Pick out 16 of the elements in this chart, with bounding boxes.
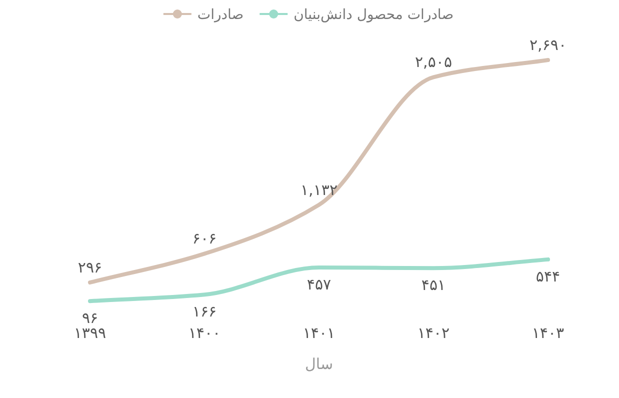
data-label: ۲,۵۰۵ [415,53,452,72]
legend-label: صادرات [197,7,244,23]
data-label: ۶۰۶ [192,230,217,248]
data-label: ۱,۱۳۲ [300,180,338,199]
legend-label: صادرات محصول دانش‌بنیان [294,7,454,23]
data-label: ۱۶۶ [192,302,217,321]
x-tick-label: ۱۴۰۲ [417,324,450,342]
data-label: ۴۵۷ [306,276,332,294]
x-tick-label: ۱۴۰۰ [188,324,221,342]
x-axis-title: سال [304,355,334,373]
x-tick-label: ۱۴۰۳ [532,324,564,342]
data-label: ۲۹۶ [78,258,102,276]
data-label: ۴۵۱ [421,276,446,294]
x-tick-label: ۱۴۰۱ [302,324,336,342]
data-label: ۵۴۴ [536,267,560,286]
data-label: ۲,۶۹۰ [530,36,566,54]
